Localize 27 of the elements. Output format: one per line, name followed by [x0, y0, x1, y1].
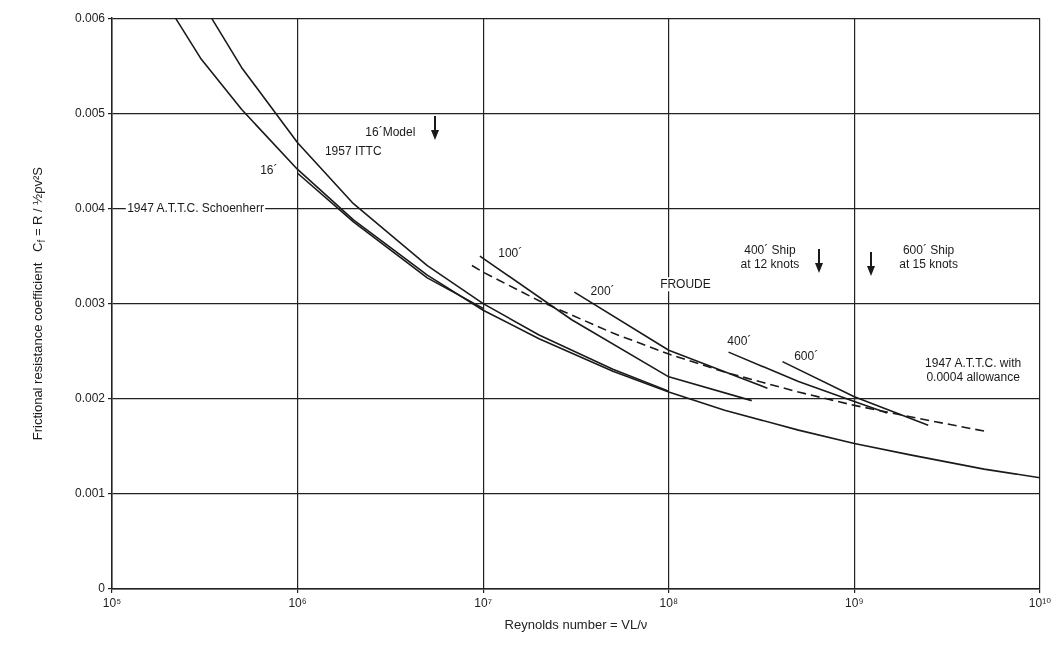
y-tick-label: 0.001: [74, 486, 106, 501]
annotation: 600´: [794, 349, 819, 364]
annotation: FROUDE: [660, 276, 711, 291]
x-tick-label: 10⁷: [474, 595, 493, 610]
annotation: 16´: [260, 162, 278, 177]
x-tick-label: 10⁹: [845, 595, 864, 610]
annotation: 16´Model: [365, 124, 416, 139]
annotation: 400´ Ship at 12 knots: [740, 243, 800, 272]
annotation: 1947 A.T.T.C. Schoenherr: [127, 201, 264, 216]
annotation: 1957 ITTC: [324, 143, 382, 158]
y-tick-label: 0.002: [74, 391, 106, 406]
annotation: 1947 A.T.T.C. with 0.0004 allowance: [925, 355, 1022, 384]
x-tick-label: 10⁶: [288, 595, 307, 610]
y-tick-label: 0.003: [74, 295, 106, 310]
annotation: 400´: [727, 333, 752, 348]
y-axis-title: Frictional resistance coefficient Cf = R / ½ρv²S: [29, 166, 47, 441]
annotation: 600´ Ship at 15 knots: [899, 243, 958, 272]
annotation: 100´: [498, 246, 523, 261]
y-tick-label: 0.004: [74, 200, 106, 215]
x-axis-title: Reynolds number = VL/ν: [504, 616, 648, 632]
y-tick-label: 0: [98, 581, 106, 596]
x-tick-label: 10⁸: [659, 595, 678, 610]
annotation: 200´: [590, 284, 615, 299]
x-tick-label: 10¹⁰: [1028, 595, 1052, 610]
x-tick-label: 10⁵: [102, 595, 122, 610]
y-tick-label: 0.006: [74, 10, 106, 25]
y-tick-label: 0.005: [74, 105, 106, 120]
